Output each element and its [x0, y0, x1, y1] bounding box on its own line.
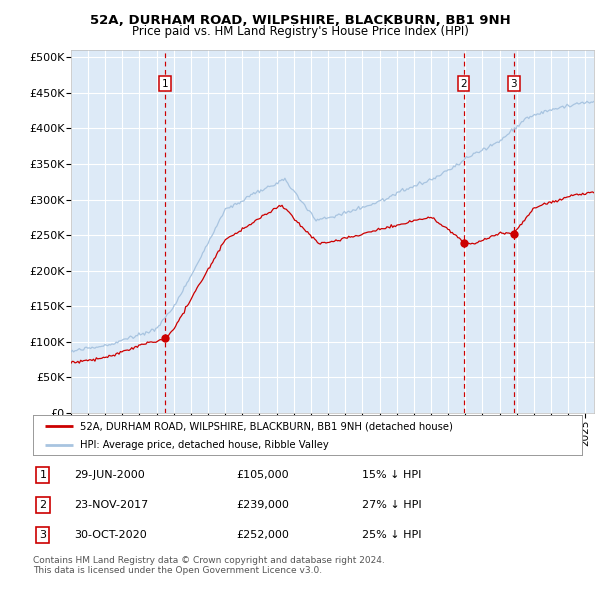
Text: 52A, DURHAM ROAD, WILPSHIRE, BLACKBURN, BB1 9NH (detached house): 52A, DURHAM ROAD, WILPSHIRE, BLACKBURN, …	[80, 421, 452, 431]
Text: 29-JUN-2000: 29-JUN-2000	[74, 470, 145, 480]
Text: 3: 3	[40, 530, 46, 540]
Text: 1: 1	[162, 78, 169, 88]
Text: 1: 1	[40, 470, 46, 480]
Text: 25% ↓ HPI: 25% ↓ HPI	[362, 530, 422, 540]
Text: 27% ↓ HPI: 27% ↓ HPI	[362, 500, 422, 510]
Text: Contains HM Land Registry data © Crown copyright and database right 2024.: Contains HM Land Registry data © Crown c…	[33, 556, 385, 565]
Text: 3: 3	[511, 78, 517, 88]
Text: 23-NOV-2017: 23-NOV-2017	[74, 500, 148, 510]
Text: £105,000: £105,000	[236, 470, 289, 480]
Text: 2: 2	[40, 500, 46, 510]
Text: 15% ↓ HPI: 15% ↓ HPI	[362, 470, 422, 480]
Text: 52A, DURHAM ROAD, WILPSHIRE, BLACKBURN, BB1 9NH: 52A, DURHAM ROAD, WILPSHIRE, BLACKBURN, …	[89, 14, 511, 27]
Text: HPI: Average price, detached house, Ribble Valley: HPI: Average price, detached house, Ribb…	[80, 440, 328, 450]
Text: 30-OCT-2020: 30-OCT-2020	[74, 530, 147, 540]
Text: £252,000: £252,000	[236, 530, 289, 540]
Text: Price paid vs. HM Land Registry's House Price Index (HPI): Price paid vs. HM Land Registry's House …	[131, 25, 469, 38]
Text: 2: 2	[460, 78, 467, 88]
Text: This data is licensed under the Open Government Licence v3.0.: This data is licensed under the Open Gov…	[33, 566, 322, 575]
Text: £239,000: £239,000	[236, 500, 289, 510]
